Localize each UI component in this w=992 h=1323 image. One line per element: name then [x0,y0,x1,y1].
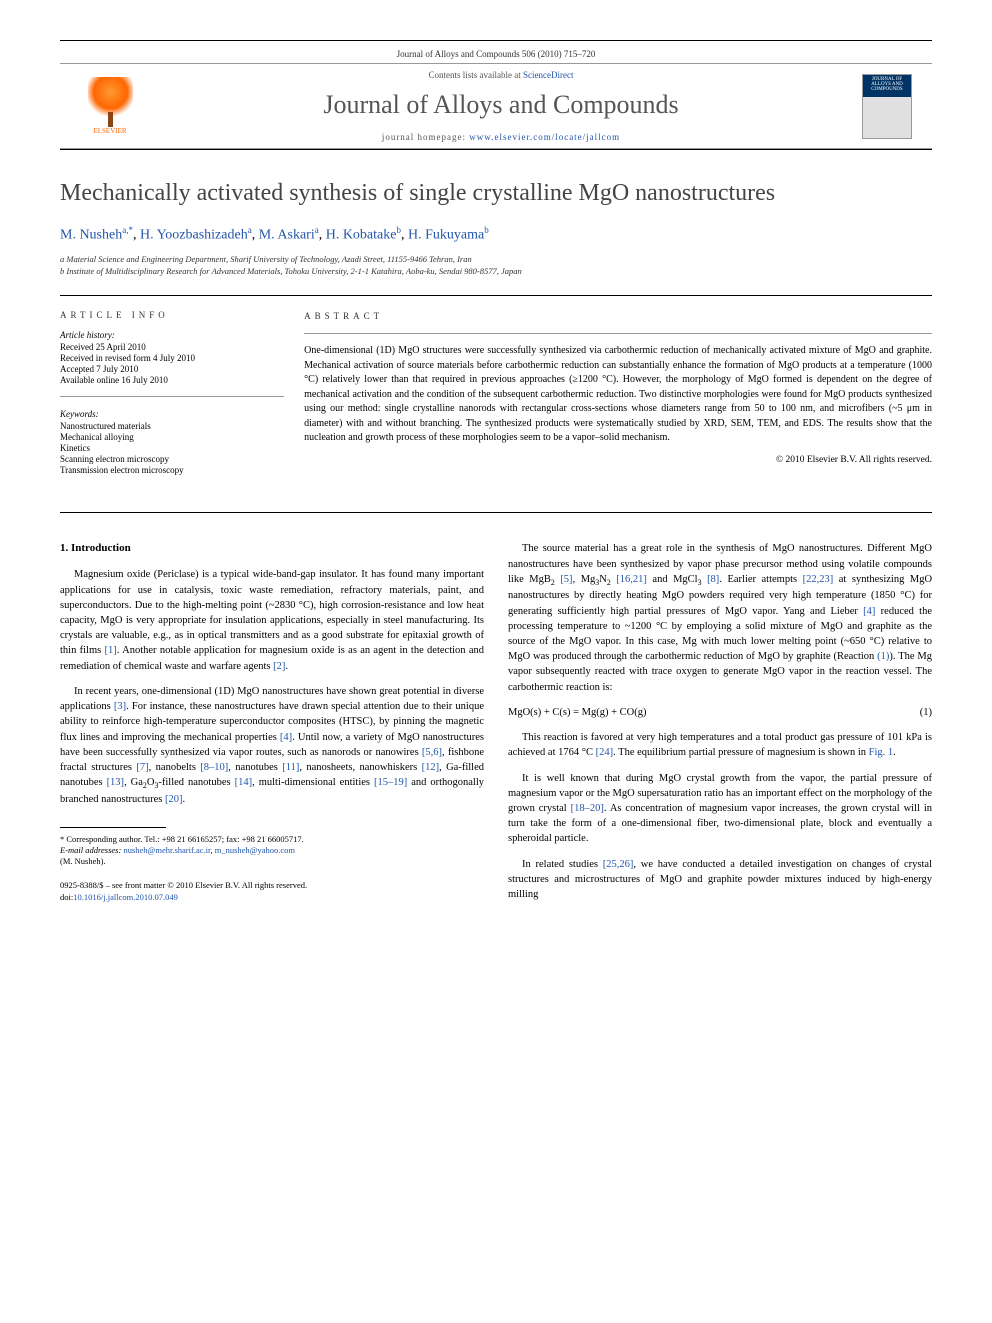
history-label: Article history: [60,330,284,340]
author-2[interactable]: M. Askari [259,228,315,243]
journal-name: Journal of Alloys and Compounds [140,90,862,120]
article-title: Mechanically activated synthesis of sing… [60,180,932,207]
ref-13[interactable]: [13] [107,777,125,788]
journal-header: Journal of Alloys and Compounds 506 (201… [60,40,932,150]
ref-14[interactable]: [14] [235,777,253,788]
history-3: Available online 16 July 2010 [60,375,284,385]
ref-12[interactable]: [12] [422,762,440,773]
ref-2223[interactable]: [22,23] [803,574,834,585]
ref-8b[interactable]: [8] [707,574,719,585]
article-info: article info Article history: Received 2… [60,310,304,498]
ref-24[interactable]: [24] [596,747,614,758]
ref-5b[interactable]: [5] [560,574,572,585]
history-block: Article history: Received 25 April 2010 … [60,330,284,397]
equation-1: MgO(s) + C(s) = Mg(g) + CO(g) (1) [508,705,932,720]
author-2-sup: a [315,225,319,235]
history-2: Accepted 7 July 2010 [60,364,284,374]
author-4[interactable]: H. Fukuyama [408,228,484,243]
affiliation-a: a Material Science and Engineering Depar… [60,254,932,266]
kw-4: Transmission electron microscopy [60,465,284,475]
right-column: The source material has a great role in … [508,541,932,912]
author-0[interactable]: M. Nusheh [60,228,122,243]
ref-3[interactable]: [3] [114,701,126,712]
ref-1621[interactable]: [16,21] [616,574,647,585]
info-heading: article info [60,310,284,320]
ref-4[interactable]: [4] [280,732,292,743]
abstract-heading: abstract [304,310,932,323]
elsevier-label: ELSEVIER [93,127,126,135]
ref-11[interactable]: [11] [282,762,299,773]
kw-0: Nanostructured materials [60,421,284,431]
abstract: abstract One-dimensional (1D) MgO struct… [304,310,932,498]
copyright-footer: 0925-8388/$ – see front matter © 2010 El… [60,879,484,904]
author-list: M. Nusheha,*, H. Yoozbashizadeha, M. Ask… [60,225,932,244]
ref-1519[interactable]: [15–19] [374,777,407,788]
doi-line: doi:10.1016/j.jallcom.2010.07.049 [60,891,484,903]
eq-num: (1) [920,705,932,720]
author-3[interactable]: H. Kobatake [326,228,397,243]
ref-56[interactable]: [5,6] [422,747,442,758]
author-0-sup: a,* [122,225,133,235]
homepage-link[interactable]: www.elsevier.com/locate/jallcom [469,132,620,142]
keywords-label: Keywords: [60,409,284,419]
reaction-1[interactable]: (1) [877,651,889,662]
affiliation-b: b Institute of Multidisciplinary Researc… [60,266,932,278]
doi-link[interactable]: 10.1016/j.jallcom.2010.07.049 [73,892,178,902]
email-1[interactable]: nusheh@mehr.sharif.ac.ir [123,845,210,855]
homepage-line: journal homepage: www.elsevier.com/locat… [140,132,862,142]
ref-810[interactable]: [8–10] [200,762,228,773]
author-4-sup: b [484,225,489,235]
ref-2[interactable]: [2] [273,661,285,672]
right-p4: In related studies [25,26], we have cond… [508,857,932,903]
ref-1820[interactable]: [18–20] [571,803,604,814]
sciencedirect-link[interactable]: ScienceDirect [523,70,573,80]
author-1[interactable]: H. Yoozbashizadeh [140,228,248,243]
history-0: Received 25 April 2010 [60,342,284,352]
header-center: Contents lists available at ScienceDirec… [140,70,862,142]
right-p1: The source material has a great role in … [508,541,932,694]
history-1: Received in revised form 4 July 2010 [60,353,284,363]
right-p3: It is well known that during MgO crystal… [508,771,932,847]
kw-1: Mechanical alloying [60,432,284,442]
elsevier-tree-icon [88,77,133,127]
journal-cover-thumbnail: JOURNAL OF ALLOYS AND COMPOUNDS [862,74,912,139]
corr-author: * Corresponding author. Tel.: +98 21 661… [60,834,484,845]
contents-prefix: Contents lists available at [429,70,523,80]
abstract-copyright: © 2010 Elsevier B.V. All rights reserved… [304,454,932,468]
email-line: E-mail addresses: nusheh@mehr.sharif.ac.… [60,845,484,856]
eq-lhs: MgO(s) + C(s) = Mg(g) + CO(g) [508,705,647,720]
body-columns: 1. Introduction Magnesium oxide (Pericla… [60,541,932,912]
email-2[interactable]: m_nusheh@yahoo.com [215,845,295,855]
journal-reference: Journal of Alloys and Compounds 506 (201… [60,49,932,59]
ref-20[interactable]: [20] [165,794,183,805]
corr-name: (M. Nusheh). [60,856,484,867]
footnote-separator [60,827,166,828]
author-3-sup: b [396,225,401,235]
ref-1[interactable]: [1] [105,645,117,656]
elsevier-logo: ELSEVIER [80,71,140,141]
intro-p1: Magnesium oxide (Periclase) is a typical… [60,567,484,674]
contents-line: Contents lists available at ScienceDirec… [140,70,862,80]
author-1-sup: a [248,225,252,235]
intro-p2: In recent years, one-dimensional (1D) Mg… [60,684,484,807]
kw-2: Kinetics [60,443,284,453]
left-column: 1. Introduction Magnesium oxide (Pericla… [60,541,484,912]
keywords-block: Keywords: Nanostructured materials Mecha… [60,409,284,486]
info-abstract-block: article info Article history: Received 2… [60,295,932,513]
homepage-prefix: journal homepage: [382,132,469,142]
affiliations: a Material Science and Engineering Depar… [60,254,932,278]
section-1-heading: 1. Introduction [60,541,484,557]
right-p2: This reaction is favored at very high te… [508,730,932,760]
cover-text: JOURNAL OF ALLOYS AND COMPOUNDS [871,77,903,92]
header-mid: ELSEVIER Contents lists available at Sci… [60,63,932,149]
ref-4b[interactable]: [4] [863,606,875,617]
kw-3: Scanning electron microscopy [60,454,284,464]
ref-7[interactable]: [7] [136,762,148,773]
fig-1-link[interactable]: Fig. 1 [869,747,894,758]
corresponding-footnote: * Corresponding author. Tel.: +98 21 661… [60,834,484,867]
header-top: Journal of Alloys and Compounds 506 (201… [60,41,932,63]
abstract-text: One-dimensional (1D) MgO structures were… [304,333,932,446]
ref-2526[interactable]: [25,26] [603,859,634,870]
copyright-line: 0925-8388/$ – see front matter © 2010 El… [60,879,484,891]
